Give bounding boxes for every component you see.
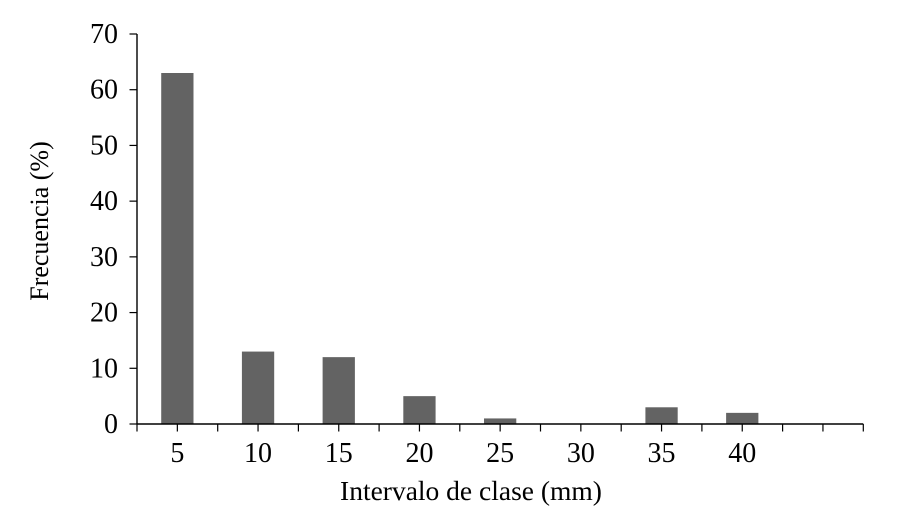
svg-text:25: 25 <box>486 438 514 469</box>
svg-text:70: 70 <box>90 19 118 50</box>
svg-text:0: 0 <box>104 409 118 440</box>
svg-text:60: 60 <box>90 75 118 106</box>
svg-text:30: 30 <box>90 242 118 273</box>
svg-text:10: 10 <box>90 353 118 384</box>
svg-text:15: 15 <box>325 438 353 469</box>
svg-text:40: 40 <box>728 438 756 469</box>
svg-text:40: 40 <box>90 186 118 217</box>
svg-text:Frecuencia (%): Frecuencia (%) <box>25 141 54 301</box>
svg-text:35: 35 <box>648 438 676 469</box>
svg-text:5: 5 <box>170 438 184 469</box>
svg-text:20: 20 <box>405 438 433 469</box>
svg-text:50: 50 <box>90 130 118 161</box>
svg-text:10: 10 <box>244 438 272 469</box>
svg-text:Intervalo de clase (mm): Intervalo de clase (mm) <box>340 475 602 506</box>
svg-text:20: 20 <box>90 298 118 329</box>
svg-text:30: 30 <box>567 438 595 469</box>
